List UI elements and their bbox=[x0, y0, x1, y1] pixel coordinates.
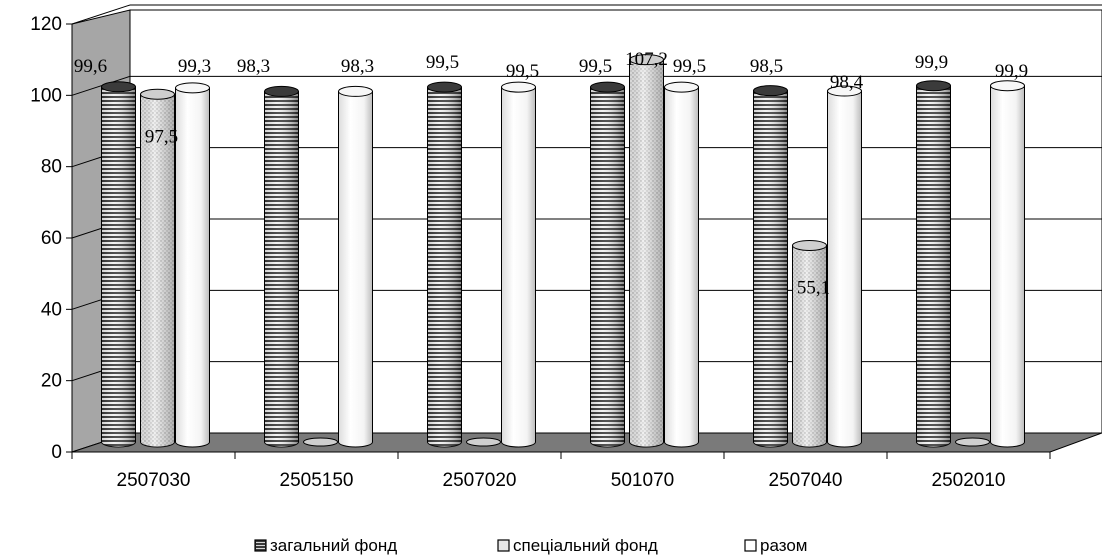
legend-swatch bbox=[497, 539, 510, 552]
category-label: 2507030 bbox=[117, 470, 191, 491]
data-label: 99,5 bbox=[673, 56, 706, 77]
data-label: 98,3 bbox=[341, 56, 374, 77]
bar-cap-flat bbox=[303, 437, 338, 447]
data-label: 99,5 bbox=[426, 52, 459, 73]
legend: загальний фонд спеціальний фонд разом bbox=[254, 536, 807, 555]
gridline-side bbox=[71, 4, 131, 25]
bar-cap-flat bbox=[466, 437, 501, 447]
bar-body bbox=[175, 87, 210, 448]
bar-shade bbox=[140, 94, 175, 447]
data-label: 99,3 bbox=[178, 56, 211, 77]
bar-cap bbox=[664, 81, 699, 93]
legend-item-0: загальний фонд bbox=[254, 536, 397, 555]
x-axis: 2507030 2505150 2507020 501070 2507040 250201… bbox=[71, 451, 1051, 491]
bar-0-4 bbox=[753, 85, 788, 448]
bar-cap bbox=[101, 81, 136, 93]
bar-body bbox=[827, 90, 862, 448]
bar-shade bbox=[753, 90, 788, 447]
bar-shade bbox=[629, 59, 664, 448]
bar-cap bbox=[629, 54, 664, 66]
bar-body bbox=[990, 85, 1025, 448]
data-label: 107,2 bbox=[625, 49, 668, 70]
bar-cap-flat bbox=[955, 437, 990, 447]
category-label: 501070 bbox=[611, 470, 674, 491]
bar-shade bbox=[101, 86, 136, 447]
data-label: 98,4 bbox=[830, 72, 864, 93]
bar-body bbox=[664, 86, 699, 448]
bar-shade bbox=[264, 91, 299, 447]
y-tick-label: 20 bbox=[41, 371, 62, 392]
legend-label: разом bbox=[760, 536, 807, 555]
category-label: 2507040 bbox=[769, 470, 843, 491]
data-label: 99,9 bbox=[915, 52, 948, 73]
bar-cap bbox=[827, 85, 862, 97]
bar-cap bbox=[338, 85, 373, 97]
y-tick-label: 40 bbox=[41, 299, 62, 320]
category-label: 2507020 bbox=[443, 470, 517, 491]
bar-0-5 bbox=[916, 80, 951, 448]
bar-body bbox=[338, 90, 373, 448]
bar-2-0 bbox=[175, 82, 210, 448]
bar-cap bbox=[427, 81, 462, 93]
data-label: 98,5 bbox=[750, 56, 783, 77]
data-label: 99,5 bbox=[579, 56, 612, 77]
bar-2-5 bbox=[990, 80, 1025, 448]
bar-body bbox=[501, 86, 536, 448]
legend-item-1: спеціальний фонд bbox=[497, 536, 658, 555]
data-label: 99,6 bbox=[74, 56, 107, 77]
legend-item-2: разом bbox=[744, 536, 807, 555]
legend-label: загальний фонд bbox=[270, 536, 397, 555]
bar-0-1 bbox=[264, 85, 299, 448]
bar-cap bbox=[501, 81, 536, 93]
y-tick-label: 80 bbox=[41, 157, 62, 178]
data-label: 99,5 bbox=[506, 61, 539, 82]
bar-cap bbox=[753, 85, 788, 97]
data-label: 55,1 bbox=[797, 277, 830, 298]
bar-2-3 bbox=[664, 81, 699, 448]
bar-0-0 bbox=[101, 81, 136, 448]
bar-1-4 bbox=[792, 239, 827, 448]
data-label: 99,9 bbox=[995, 61, 1028, 82]
bar-2-2 bbox=[501, 81, 536, 448]
bars bbox=[101, 54, 1025, 448]
bar-2-1 bbox=[338, 85, 373, 448]
bar-shade bbox=[792, 245, 827, 447]
y-axis: 0 20 40 60 80 100 120 bbox=[30, 14, 73, 463]
bar-cap bbox=[140, 88, 175, 100]
bar-1-5 bbox=[955, 437, 990, 447]
bar-2-4 bbox=[827, 85, 862, 448]
y-tick-label: 0 bbox=[51, 442, 62, 463]
legend-label: спеціальний фонд bbox=[513, 536, 658, 555]
data-labels: 99,697,599,3 98,3 98,3 99,5 99,5 99,5 107,2 99,… bbox=[74, 49, 1028, 298]
y-tick-label: 100 bbox=[30, 85, 62, 106]
bar-1-3 bbox=[629, 54, 664, 448]
bar-cap bbox=[590, 81, 625, 93]
category-label: 2505150 bbox=[280, 470, 354, 491]
legend-swatch bbox=[744, 539, 757, 552]
bar-0-3 bbox=[590, 81, 625, 448]
bar-1-0 bbox=[140, 88, 175, 448]
data-label: 98,3 bbox=[237, 56, 270, 77]
category-label: 2502010 bbox=[932, 470, 1006, 491]
bar-cap bbox=[175, 82, 210, 94]
gridline-side bbox=[71, 75, 131, 96]
bar-cap bbox=[792, 239, 827, 251]
bar-cap bbox=[916, 80, 951, 92]
bar-shade bbox=[916, 85, 951, 447]
bar-1-2 bbox=[466, 437, 501, 447]
bar-shade bbox=[427, 87, 462, 447]
y-tick-label: 60 bbox=[41, 228, 62, 249]
bar-shade bbox=[590, 87, 625, 447]
bar-1-1 bbox=[303, 437, 338, 447]
data-label: 97,5 bbox=[145, 126, 178, 147]
bar-cap bbox=[264, 85, 299, 97]
bar-cap bbox=[990, 80, 1025, 92]
bar-0-2 bbox=[427, 81, 462, 448]
y-tick-label: 120 bbox=[30, 14, 62, 35]
